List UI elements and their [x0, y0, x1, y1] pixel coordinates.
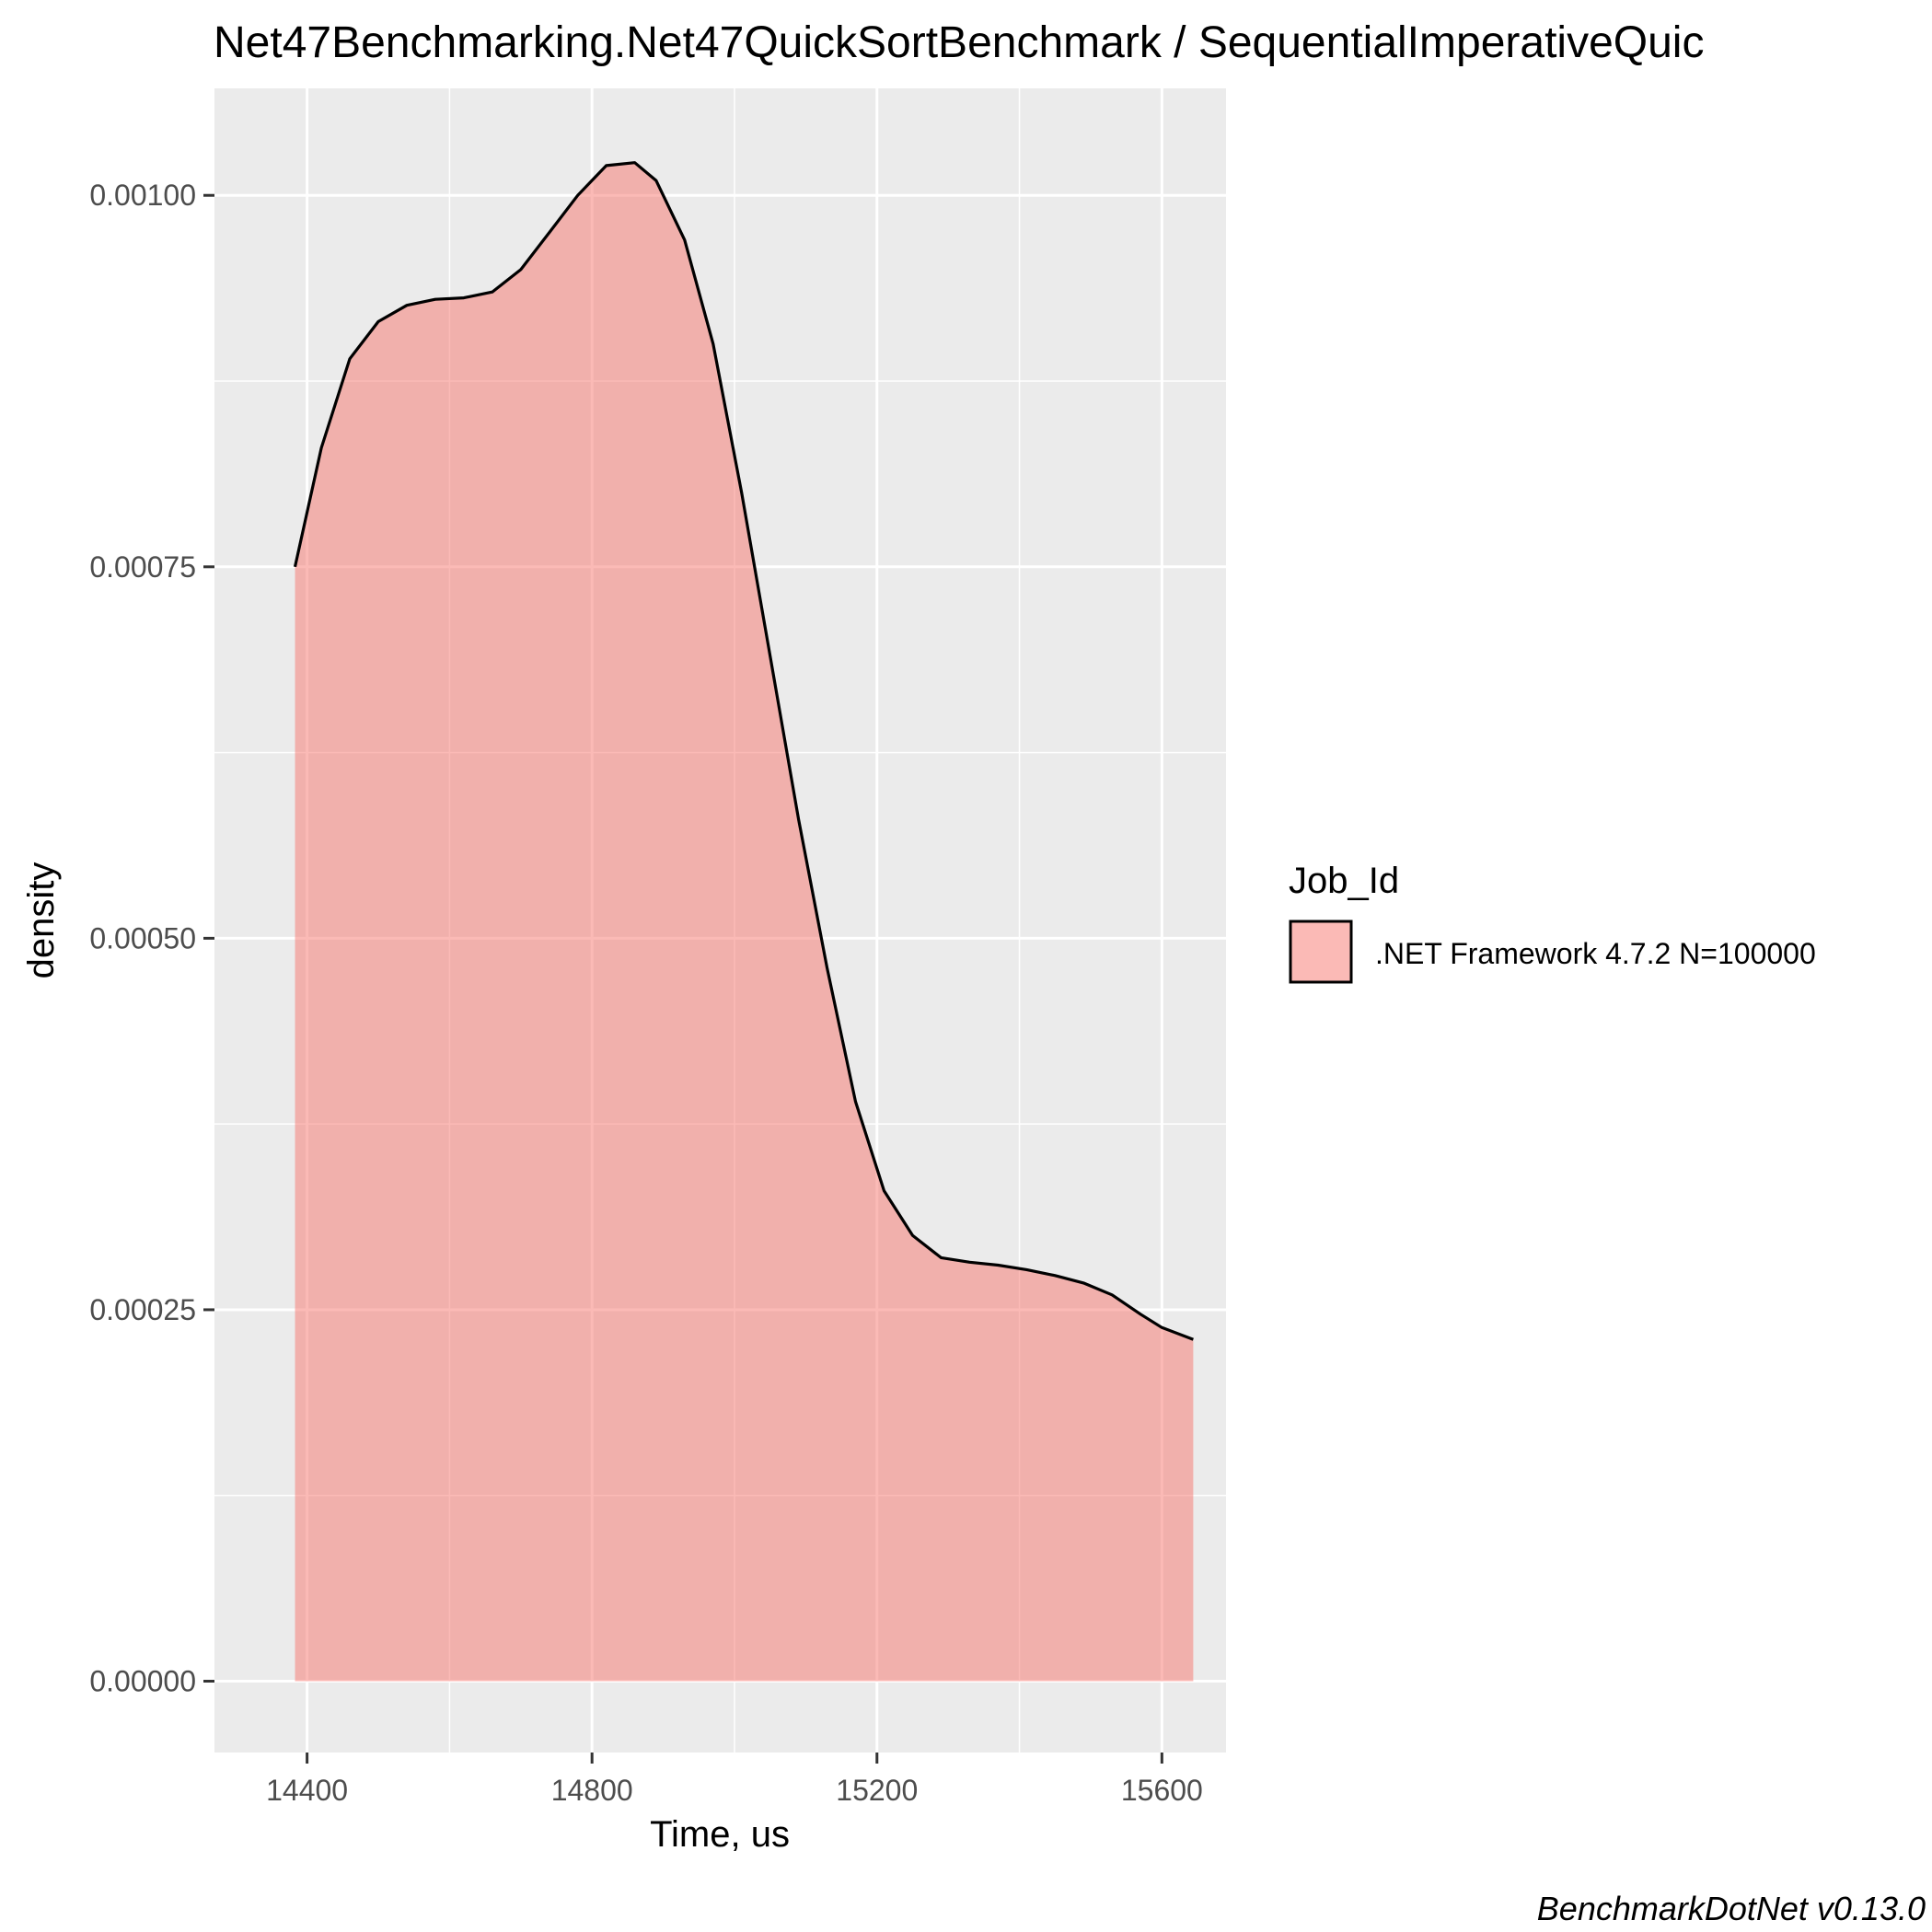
- x-tick-label: 14400: [266, 1774, 348, 1807]
- density-series: [293, 161, 1194, 1682]
- x-axis: 14400 14800 15200 15600: [266, 1753, 1203, 1807]
- y-tick-label: 0.00000: [89, 1665, 196, 1698]
- density-area: [295, 162, 1194, 1682]
- x-tick-label: 15200: [836, 1774, 918, 1807]
- density-line: [293, 161, 1194, 1341]
- y-tick-label: 0.00075: [89, 550, 196, 584]
- legend-key-swatch: [1289, 920, 1353, 984]
- legend: Job_Id .NET Framework 4.7.2 N=100000: [1289, 861, 1816, 984]
- x-tick-label: 14800: [551, 1774, 633, 1807]
- x-tick-label: 15600: [1121, 1774, 1203, 1807]
- y-tick-label: 0.00025: [89, 1293, 196, 1326]
- x-axis-title: Time, us: [650, 1814, 790, 1855]
- legend-title: Job_Id: [1289, 861, 1399, 901]
- legend-entry-label: .NET Framework 4.7.2 N=100000: [1375, 937, 1816, 970]
- y-tick-label: 0.00050: [89, 921, 196, 954]
- caption: BenchmarkDotNet v0.13.0: [1537, 1890, 1926, 1927]
- y-tick-label: 0.00100: [89, 179, 196, 212]
- y-axis-title: density: [21, 862, 62, 979]
- chart-title: Net47Benchmarking.Net47QuickSortBenchmar…: [214, 18, 1704, 67]
- y-axis: 0.00000 0.00025 0.00050 0.00075 0.00100: [89, 179, 214, 1698]
